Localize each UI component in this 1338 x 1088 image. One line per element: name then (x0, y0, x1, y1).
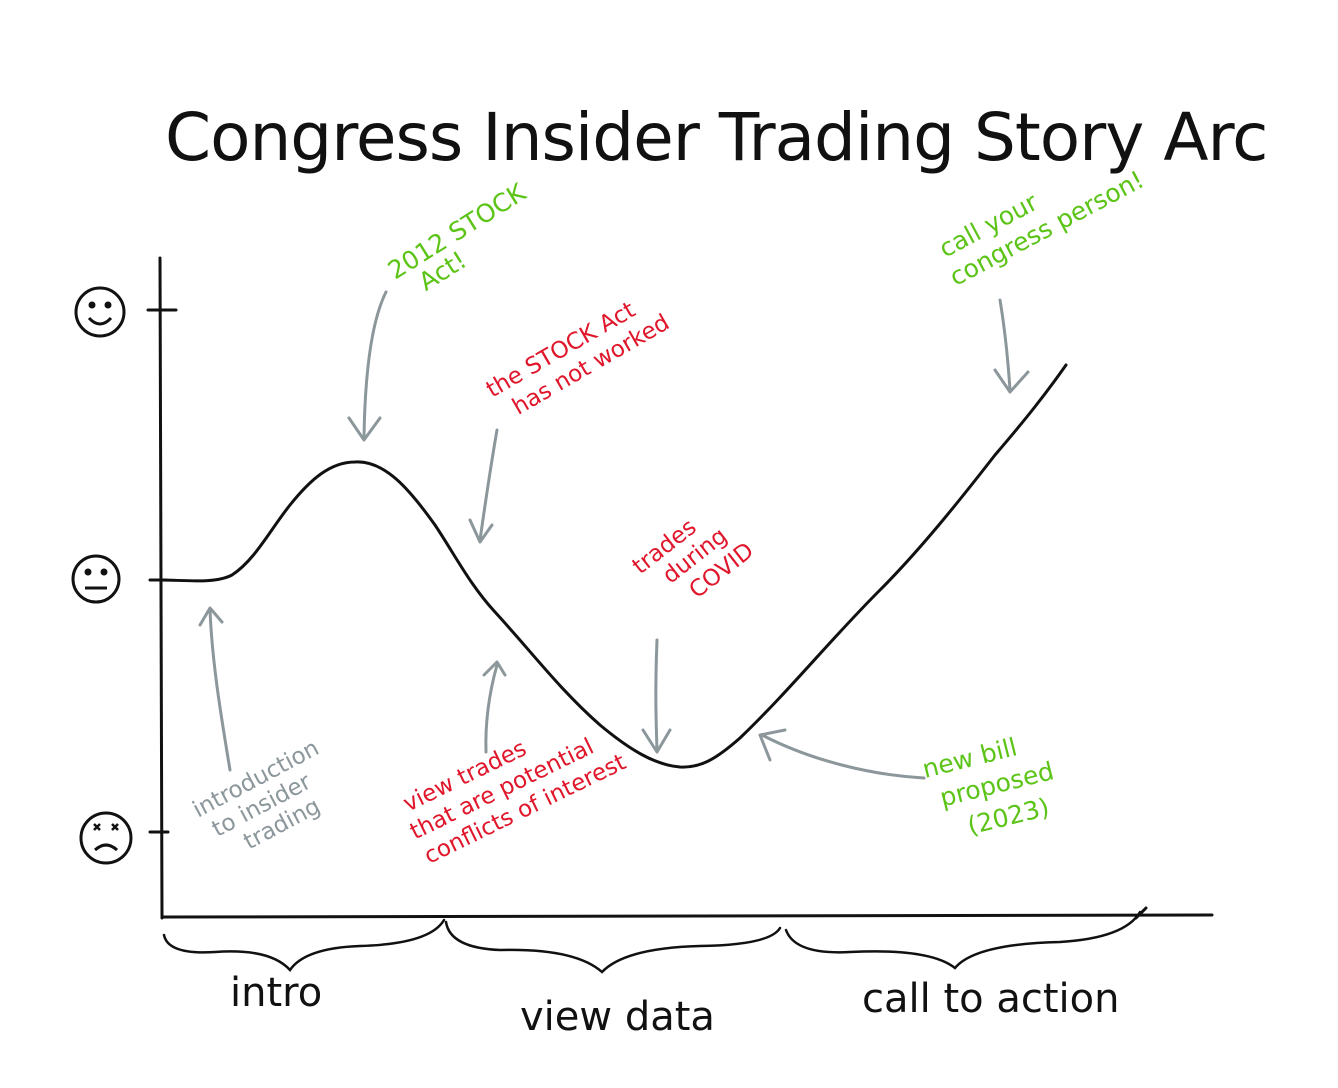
annotation-stock-act: 2012 STOCK Act! (383, 177, 531, 296)
diagram-title: Congress Insider Trading Story Arc (165, 99, 1267, 176)
annotation-intro: introduction to insider trading (189, 735, 325, 855)
axes (146, 256, 1214, 920)
brace-intro (162, 918, 446, 973)
annotation-arrows (198, 290, 1030, 780)
neutral-face-icon (71, 554, 121, 604)
brace-call-to-action (784, 910, 1142, 970)
y-axis (158, 256, 164, 920)
arrow-call-congress (998, 298, 1012, 392)
annotation-not-worked: the STOCK Act has not worked (482, 297, 674, 420)
story-arc-line (158, 363, 1068, 769)
angry-face-icon (79, 811, 133, 865)
section-label-call-to-action: call to action (862, 976, 1119, 1022)
annotation-covid: trades during COVID (628, 514, 759, 604)
arrow-stock-act (362, 290, 388, 440)
arrow-new-bill (760, 733, 926, 780)
brace-view-data (444, 920, 782, 974)
annotation-new-bill: new bill proposed (2023) (919, 732, 1056, 840)
section-label-intro: intro (230, 970, 322, 1016)
arrow-not-worked (478, 428, 499, 542)
arrow-intro (208, 608, 232, 772)
annotation-view-trades: view trades that are potential conflicts… (399, 734, 630, 870)
section-label-view-data: view data (520, 994, 715, 1040)
arrow-view-trades (484, 663, 499, 754)
arrow-covid (654, 638, 659, 752)
x-axis (160, 913, 1214, 919)
smiley-face-icon (74, 286, 126, 338)
section-braces (162, 910, 1142, 974)
